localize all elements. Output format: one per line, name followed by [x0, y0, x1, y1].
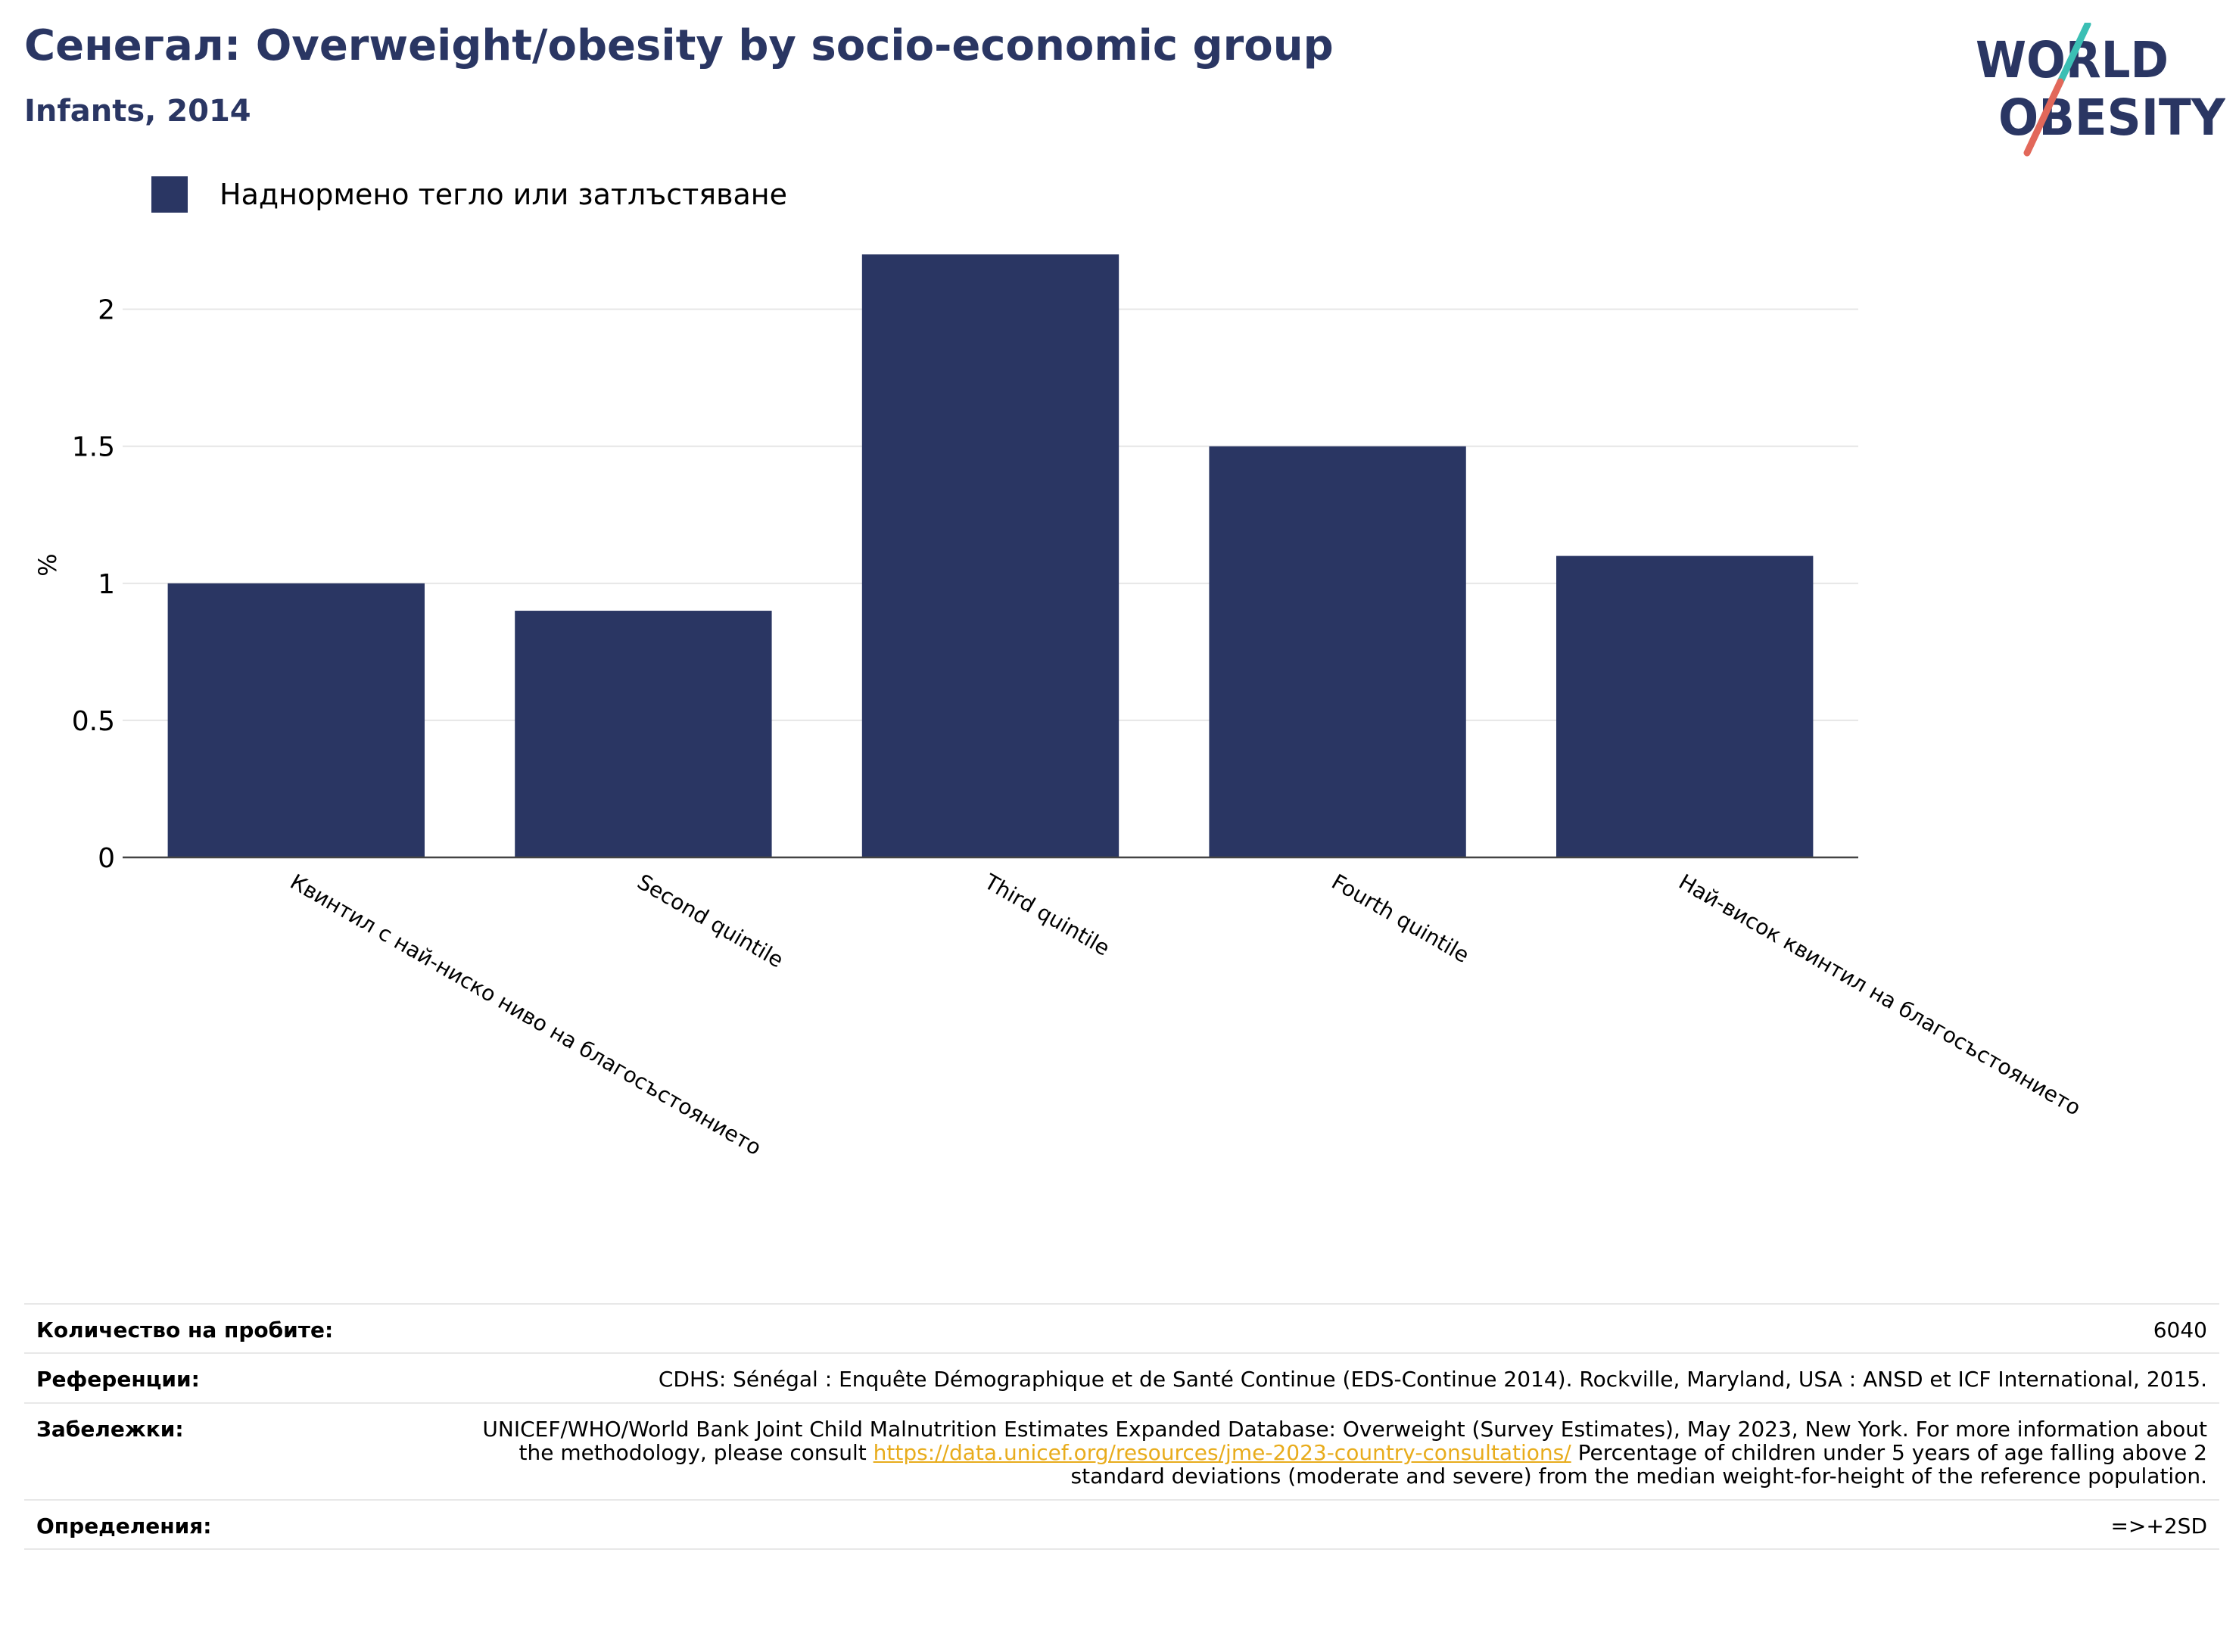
bar — [167, 583, 425, 857]
meta-row-definitions: Определения: =>+2SD — [24, 1498, 2219, 1551]
bar — [861, 254, 1120, 857]
bar — [515, 611, 772, 857]
sample-value: 6040 — [2153, 1318, 2207, 1342]
y-tick-label: 1 — [98, 569, 115, 600]
notes-text-before: UNICEF/WHO/World Bank Joint Child Malnut… — [482, 1416, 2207, 1466]
references-label: Референции: — [36, 1367, 200, 1392]
x-tick-label: Second quintile — [633, 869, 787, 972]
chart-legend[interactable]: Наднормено тегло или затлъстяване — [151, 176, 787, 213]
y-axis-label: % — [33, 553, 62, 576]
legend-swatch — [151, 176, 188, 213]
world-obesity-logo: WORLD OBESITY — [1976, 23, 2225, 157]
bar — [1209, 446, 1466, 857]
legend-label: Наднормено тегло или затлъстяване — [220, 178, 787, 211]
bar-chart: 00.511.52%Квинтил с най-ниско ниво на бл… — [33, 254, 2085, 1160]
x-tick-label: Fourth quintile — [1328, 869, 1474, 968]
page-title: Сенегал: Overweight/obesity by socio-eco… — [24, 21, 1334, 70]
bar — [1556, 555, 1814, 857]
y-tick-label: 0.5 — [72, 706, 115, 737]
y-tick-label: 1.5 — [72, 432, 115, 463]
y-tick-label: 0 — [98, 843, 115, 874]
notes-label: Забележки: — [36, 1416, 184, 1442]
logo-slash-bottom — [2023, 78, 2064, 157]
meta-row-references: Референции: CDHS: Sénégal : Enquête Démo… — [24, 1352, 2219, 1402]
notes-value: UNICEF/WHO/World Bank Joint Child Malnut… — [466, 1417, 2207, 1489]
metadata-table: Количество на пробите: 6040 Референции: … — [24, 1303, 2219, 1551]
y-tick-label: 2 — [98, 295, 115, 326]
sample-label: Количество на пробите: — [36, 1318, 334, 1342]
notes-text-after: Percentage of children under 5 years of … — [1070, 1440, 2207, 1489]
references-value: CDHS: Sénégal : Enquête Démographique et… — [658, 1367, 2207, 1392]
x-tick-label: Най-висок квинтил на благосъстоянието — [1674, 869, 2085, 1120]
definitions-value: =>+2SD — [2110, 1513, 2207, 1538]
logo-slash-top — [2057, 23, 2091, 86]
meta-row-notes: Забележки: UNICEF/WHO/World Bank Joint C… — [24, 1402, 2219, 1499]
definitions-label: Определения: — [36, 1513, 212, 1538]
methodology-link[interactable]: https://data.unicef.org/resources/jme-20… — [873, 1440, 1571, 1466]
meta-row-sample: Количество на пробите: 6040 — [24, 1303, 2219, 1352]
page-subtitle: Infants, 2014 — [24, 94, 251, 129]
x-tick-label: Third quintile — [979, 869, 1114, 961]
